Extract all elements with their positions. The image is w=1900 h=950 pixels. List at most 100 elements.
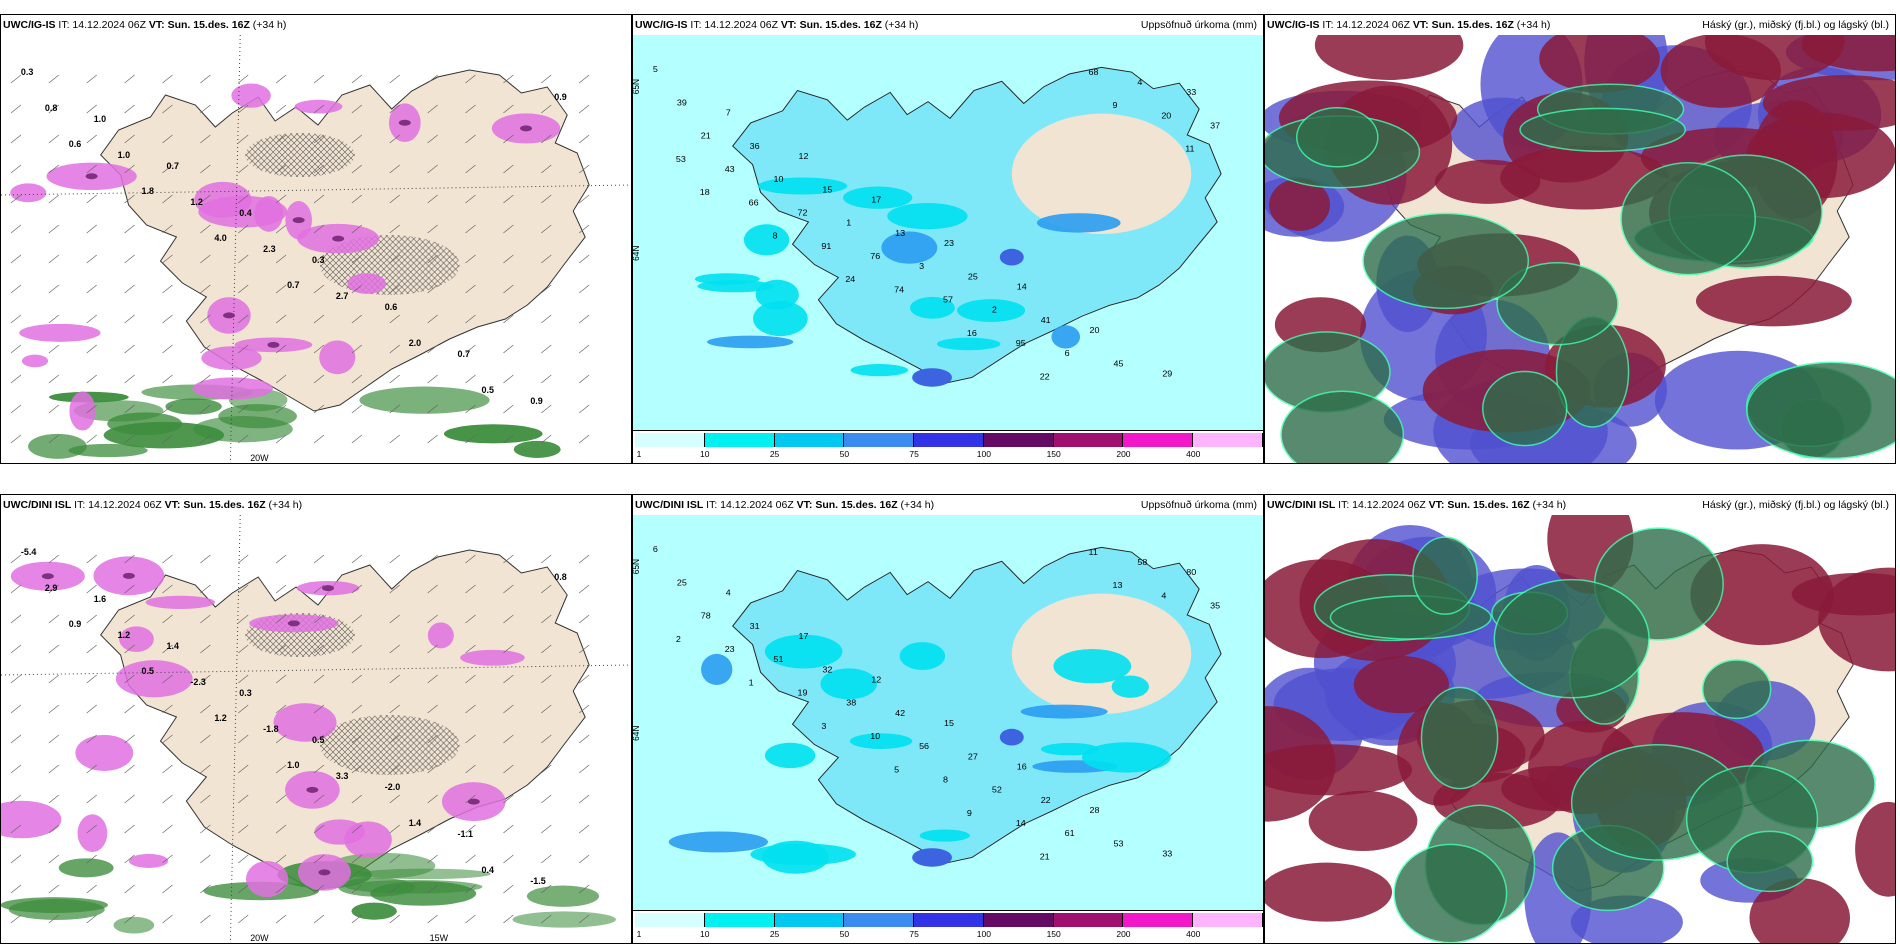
map-value-label: 22	[1040, 372, 1050, 382]
map-area	[1265, 35, 1895, 463]
map-value-label: 2.9	[45, 583, 57, 593]
map-value-label: 1.4	[409, 818, 421, 828]
wind-barb	[389, 734, 400, 744]
wind-barb	[541, 104, 552, 114]
axis-label: 20W	[250, 933, 269, 943]
wind-barb	[48, 164, 60, 174]
wind-barb	[238, 164, 249, 174]
wind-barb	[351, 374, 363, 384]
wind-barb	[48, 704, 60, 714]
wind-barb	[351, 734, 363, 744]
map-value-label: 25	[677, 578, 687, 588]
wind-barb	[578, 404, 590, 414]
wind-barb	[578, 314, 590, 324]
wind-barb	[578, 284, 590, 294]
rain-blob	[443, 424, 543, 444]
wind-barb	[200, 704, 211, 714]
wind-barb	[124, 644, 135, 654]
wind-barb	[238, 764, 249, 774]
mid-cloud	[1539, 35, 1660, 93]
map-value-label: 0.8	[45, 103, 57, 113]
wind-barb	[313, 584, 325, 594]
wind-barb	[389, 284, 400, 294]
wind-barb	[238, 314, 249, 324]
wind-barb	[427, 854, 438, 864]
precip-blob	[850, 364, 909, 377]
map-value-label: 29	[1162, 369, 1172, 379]
map-canvas	[1265, 35, 1895, 463]
wind-barb	[86, 434, 97, 444]
high-cloud	[1726, 830, 1814, 893]
wind-barb	[162, 344, 173, 354]
wind-barb	[503, 374, 514, 384]
map-panel-p4: UWC/DINI ISL IT: 14.12.2024 06Z VT: Sun.…	[0, 494, 632, 944]
wind-barb	[578, 104, 590, 114]
valid-time: VT: Sun. 15.des. 16Z	[780, 19, 882, 31]
wind-barb	[541, 74, 552, 84]
map-value-label: 0.7	[166, 161, 178, 171]
map-value-label: 1.4	[166, 641, 178, 651]
wind-barb	[351, 674, 363, 684]
wind-barb	[503, 74, 514, 84]
wind-barb	[351, 284, 363, 294]
wind-barb	[48, 284, 60, 294]
wind-barb	[351, 74, 363, 84]
map-value-label: 52	[992, 785, 1002, 795]
map-value-label: -2.0	[385, 782, 400, 792]
wind-barb	[48, 854, 60, 864]
wind-barb	[86, 284, 97, 294]
colorbar-segment	[1053, 913, 1124, 927]
wind-barb	[162, 404, 173, 414]
wind-barb	[162, 74, 173, 84]
map-value-label: 14	[1017, 282, 1027, 292]
map-value-label: 53	[676, 154, 686, 164]
colorbar-segment	[844, 913, 915, 927]
mid-cloud	[1818, 567, 1895, 672]
wind-barb	[162, 884, 173, 894]
precip-blob	[887, 202, 968, 230]
rain-blob	[351, 902, 397, 920]
wind-barb	[200, 614, 211, 624]
wind-barb	[162, 584, 173, 594]
wind-barb	[124, 854, 135, 864]
wind-barb	[275, 824, 287, 834]
map-value-label: 0.9	[69, 619, 81, 629]
map-canvas: -5.4 1.6 1.4 0.3 0.5 -2.0 -1.1 -1.5 2.9 1.2 -2.3 -1…	[1, 515, 631, 943]
wind-barb	[238, 794, 249, 804]
wind-barb	[275, 164, 287, 174]
precip-blob	[1082, 742, 1171, 773]
wind-barb	[427, 764, 438, 774]
colorbar-tick: 200	[1116, 449, 1131, 459]
colorbar-segment	[844, 433, 915, 447]
map-value-label: 6	[653, 544, 658, 554]
wind-barb	[275, 674, 287, 684]
high-cloud	[1482, 370, 1568, 447]
wind-barb	[541, 584, 552, 594]
wind-barb	[351, 224, 363, 234]
wind-barb	[124, 614, 135, 624]
map-value-label: 1.0	[118, 150, 130, 160]
wind-barb	[578, 884, 590, 894]
wind-barb	[427, 794, 438, 804]
mid-cloud	[1801, 35, 1895, 72]
wind-barb	[351, 644, 363, 654]
wind-barb	[10, 194, 22, 204]
wind-barb	[10, 794, 22, 804]
precip-blob	[1040, 742, 1100, 756]
wind-barb	[465, 644, 476, 654]
wind-barb	[162, 674, 173, 684]
map-value-label: 14	[1016, 818, 1026, 828]
colorbar-segment	[704, 913, 775, 927]
snow-blob	[119, 626, 154, 652]
wind-barb	[10, 374, 22, 384]
wind-barb	[578, 584, 590, 594]
wind-barb	[503, 404, 514, 414]
wind-barb	[275, 134, 287, 144]
rain-blob	[8, 899, 105, 920]
wind-barb	[200, 224, 211, 234]
model-name: UWC/IG-IS	[635, 19, 688, 31]
wind-barb	[541, 134, 552, 144]
wind-barb	[48, 824, 60, 834]
colorbar-segment	[1123, 433, 1194, 447]
wind-barb	[238, 734, 249, 744]
